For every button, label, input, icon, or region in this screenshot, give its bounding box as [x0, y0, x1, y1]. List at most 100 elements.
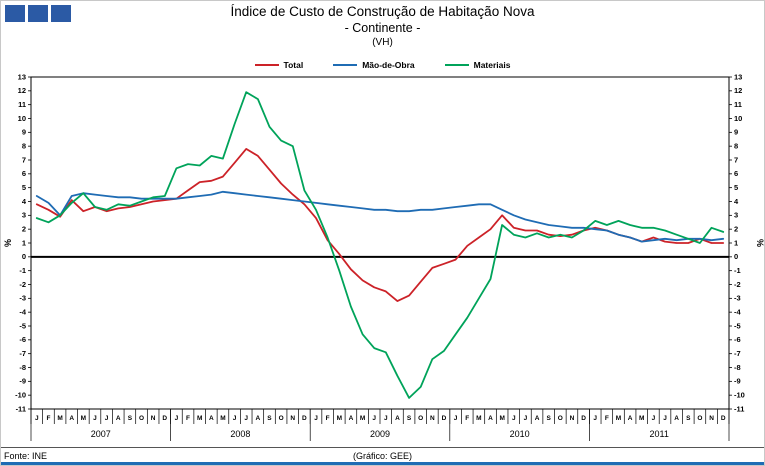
svg-text:6: 6	[22, 169, 26, 178]
svg-text:-2: -2	[19, 280, 26, 289]
svg-text:D: D	[721, 415, 726, 422]
svg-text:J: J	[314, 415, 318, 422]
svg-text:1: 1	[22, 238, 26, 247]
svg-text:N: N	[709, 415, 714, 422]
svg-text:J: J	[372, 415, 376, 422]
svg-text:A: A	[628, 415, 633, 422]
svg-text:J: J	[524, 415, 528, 422]
svg-text:-9: -9	[734, 377, 741, 386]
svg-text:%: %	[755, 239, 765, 247]
svg-text:8: 8	[734, 142, 738, 151]
svg-text:4: 4	[734, 197, 739, 206]
svg-text:O: O	[139, 415, 144, 422]
svg-text:D: D	[302, 415, 307, 422]
svg-text:10: 10	[18, 114, 26, 123]
svg-text:1: 1	[734, 238, 738, 247]
svg-text:2010: 2010	[510, 429, 530, 439]
title-block: Índice de Custo de Construção de Habitaç…	[1, 4, 764, 49]
svg-text:8: 8	[22, 142, 26, 151]
svg-text:D: D	[442, 415, 447, 422]
svg-text:J: J	[244, 415, 248, 422]
svg-text:F: F	[46, 415, 50, 422]
svg-text:9: 9	[22, 128, 26, 137]
svg-text:F: F	[326, 415, 330, 422]
logo-square	[5, 5, 25, 22]
svg-text:J: J	[233, 415, 237, 422]
svg-text:J: J	[35, 415, 39, 422]
svg-text:-4: -4	[734, 308, 741, 317]
svg-text:S: S	[128, 415, 133, 422]
svg-text:J: J	[93, 415, 97, 422]
svg-text:M: M	[616, 415, 621, 422]
svg-text:J: J	[175, 415, 179, 422]
bottom-accent-bar	[1, 462, 764, 465]
svg-text:A: A	[255, 415, 260, 422]
series-line-materiais	[35, 91, 725, 399]
svg-text:11: 11	[18, 100, 26, 109]
logo-square	[51, 5, 71, 22]
svg-text:O: O	[418, 415, 423, 422]
y-axis: -11 -11-10 -10-9 -9-8 -8-7 -7-6 -6-5 -5-4 -4-3 -3…	[3, 72, 765, 413]
chart-subtitle: - Continente -	[344, 20, 421, 35]
svg-text:0: 0	[22, 252, 26, 261]
svg-text:-11: -11	[16, 404, 26, 413]
svg-text:2: 2	[22, 225, 26, 234]
svg-text:3: 3	[22, 211, 26, 220]
svg-text:F: F	[186, 415, 190, 422]
svg-text:A: A	[349, 415, 354, 422]
svg-text:A: A	[209, 415, 214, 422]
svg-text:J: J	[454, 415, 458, 422]
svg-text:-6: -6	[734, 335, 741, 344]
legend-label-materiais: Materiais	[473, 60, 511, 70]
legend-label-total: Total	[283, 60, 304, 70]
svg-text:-8: -8	[19, 363, 26, 372]
svg-text:F: F	[605, 415, 609, 422]
svg-text:-1: -1	[734, 266, 741, 275]
svg-text:N: N	[151, 415, 156, 422]
svg-text:A: A	[535, 415, 540, 422]
svg-text:J: J	[663, 415, 667, 422]
svg-text:2011: 2011	[650, 429, 669, 439]
svg-text:A: A	[674, 415, 679, 422]
svg-text:O: O	[697, 415, 702, 422]
svg-text:2008: 2008	[230, 429, 250, 439]
svg-text:10: 10	[734, 114, 742, 123]
svg-text:-10: -10	[15, 391, 26, 400]
legend-item-mao-de-obra: Mão-de-Obra	[333, 60, 415, 70]
svg-text:5: 5	[22, 183, 26, 192]
svg-text:S: S	[547, 415, 552, 422]
svg-text:5: 5	[734, 183, 738, 192]
svg-text:2: 2	[734, 225, 738, 234]
chart-title: Índice de Custo de Construção de Habitaç…	[230, 4, 535, 19]
svg-text:N: N	[570, 415, 575, 422]
svg-text:-2: -2	[734, 280, 741, 289]
svg-text:S: S	[267, 415, 272, 422]
svg-text:-11: -11	[734, 404, 744, 413]
svg-text:13: 13	[18, 72, 26, 81]
svg-text:A: A	[116, 415, 121, 422]
svg-text:A: A	[488, 415, 493, 422]
svg-text:%: %	[3, 239, 13, 247]
svg-text:N: N	[290, 415, 295, 422]
logo	[5, 5, 71, 22]
svg-text:-3: -3	[19, 294, 26, 303]
svg-text:M: M	[220, 415, 225, 422]
svg-text:2007: 2007	[91, 429, 111, 439]
svg-text:-8: -8	[734, 363, 741, 372]
svg-text:O: O	[279, 415, 284, 422]
svg-text:11: 11	[734, 100, 742, 109]
svg-text:A: A	[69, 415, 74, 422]
svg-text:J: J	[105, 415, 109, 422]
footer-credit: (Gráfico: GEE)	[352, 451, 412, 461]
svg-text:-1: -1	[19, 266, 26, 275]
svg-text:-4: -4	[19, 308, 26, 317]
svg-text:12: 12	[18, 86, 26, 95]
svg-text:J: J	[593, 415, 597, 422]
logo-square	[28, 5, 48, 22]
chart-legend: Total Mão-de-Obra Materiais	[1, 60, 764, 70]
footer-source: Fonte: INE	[4, 451, 48, 461]
svg-text:J: J	[512, 415, 516, 422]
svg-text:J: J	[384, 415, 388, 422]
